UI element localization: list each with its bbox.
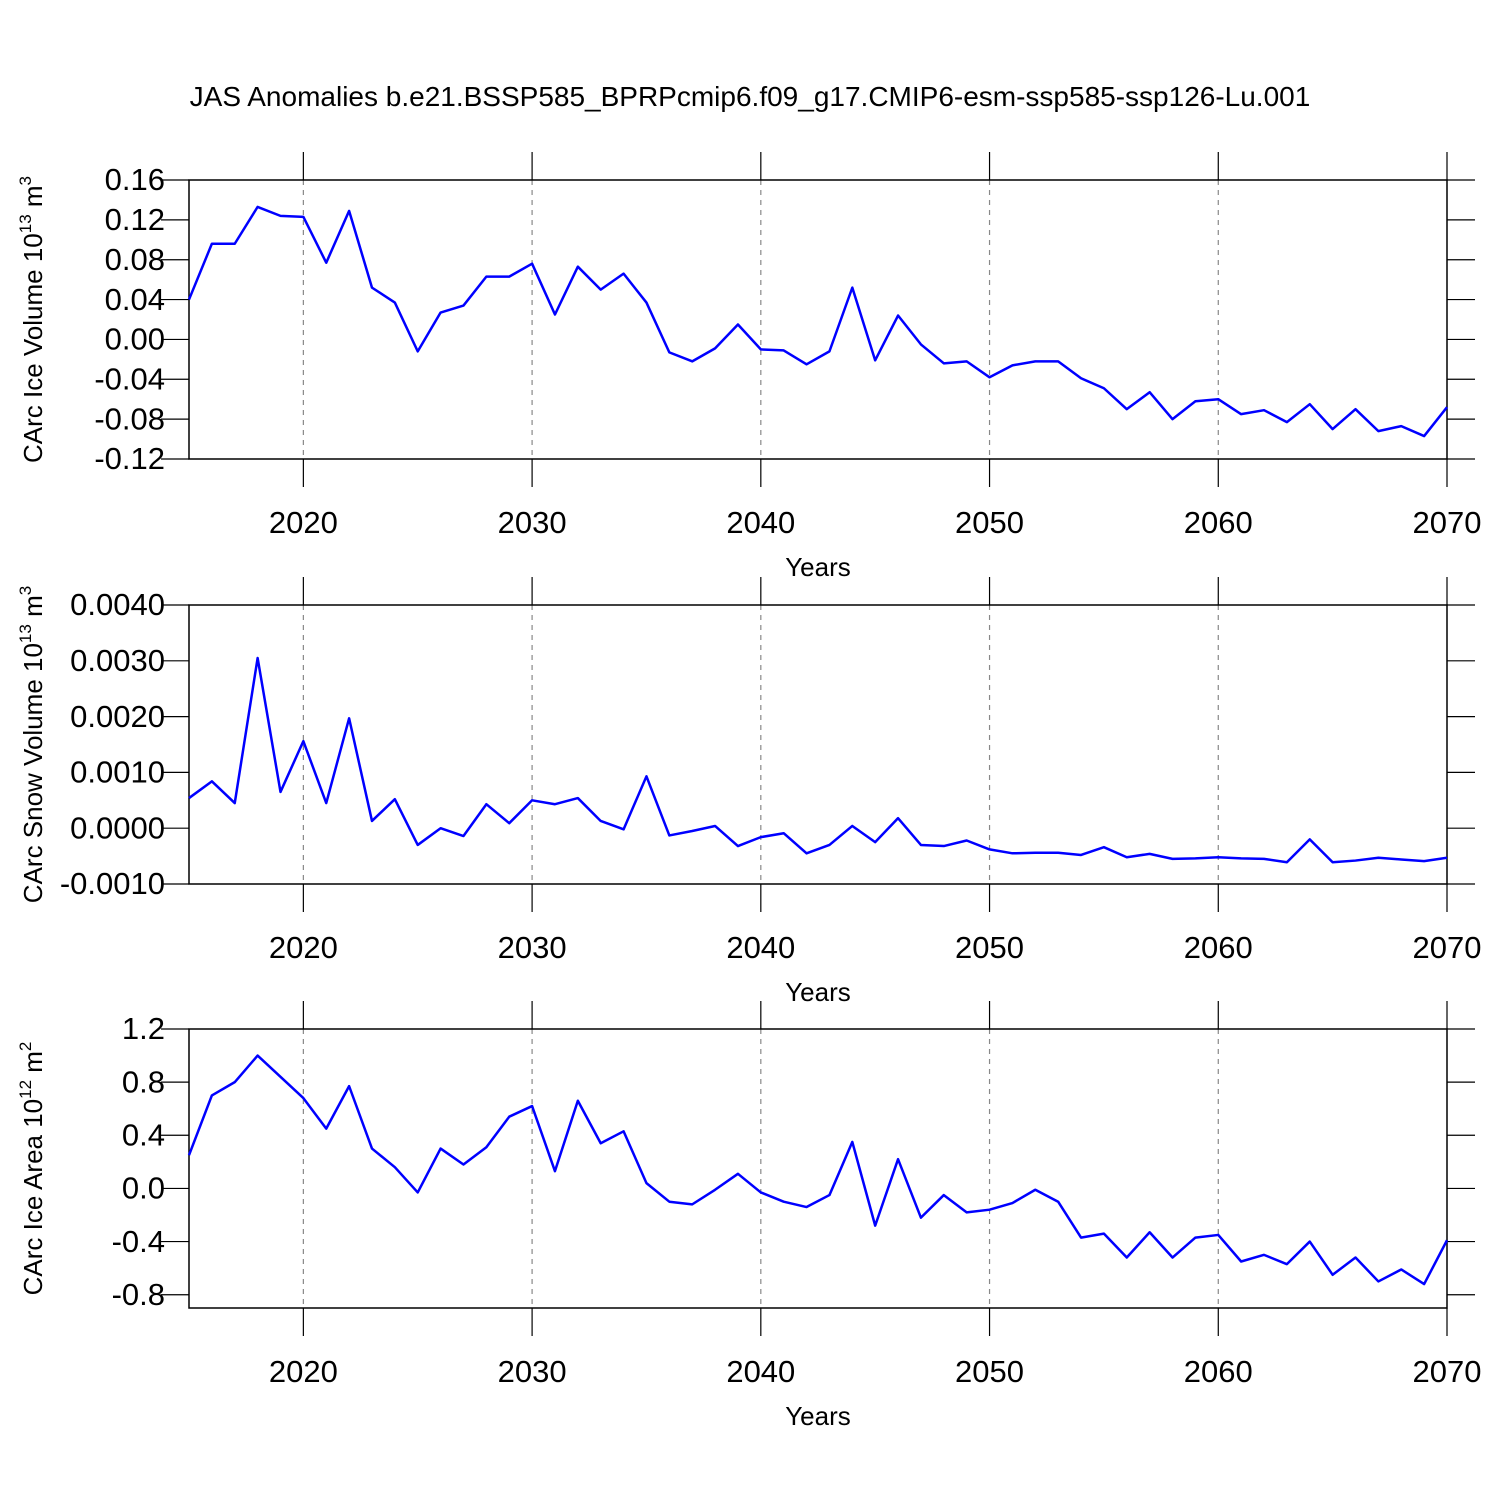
- y-axis-label-exponent: 3: [16, 176, 35, 185]
- x-axis-label: Years: [785, 1401, 851, 1431]
- y-axis-label-exponent: 3: [16, 586, 35, 595]
- chart-title: JAS Anomalies b.e21.BSSP585_BPRPcmip6.f0…: [190, 81, 1311, 112]
- y-tick-label: 0.0000: [70, 810, 165, 845]
- y-axis-label-exponent: 12: [16, 1080, 35, 1099]
- y-tick-label: 0.04: [105, 282, 165, 317]
- y-tick-label: 0.16: [105, 162, 165, 197]
- y-axis-label-part: CArc Ice Area 10: [18, 1099, 48, 1296]
- y-tick-label: 1.2: [122, 1011, 165, 1046]
- y-axis-label-part: m: [18, 1051, 48, 1080]
- y-axis-label: CArc Ice Volume 1013 m3: [16, 176, 48, 463]
- y-axis-label-exponent: 2: [16, 1042, 35, 1051]
- x-tick-label: 2050: [955, 1354, 1024, 1389]
- x-tick-label: 2050: [955, 930, 1024, 965]
- y-tick-label: 0.0: [122, 1171, 165, 1206]
- x-tick-label: 2070: [1413, 505, 1482, 540]
- data-line: [187, 205, 1448, 438]
- y-tick-label: -0.08: [94, 401, 165, 436]
- plot-frame: [188, 604, 1448, 885]
- data-line: [187, 1054, 1449, 1286]
- data-line: [188, 656, 1448, 864]
- y-axis-label-exponent: 13: [16, 624, 35, 643]
- x-axis-label: Years: [785, 552, 851, 582]
- x-tick-label: 2020: [269, 1354, 338, 1389]
- y-axis-label-exponent: 13: [16, 214, 35, 233]
- x-tick-label: 2040: [726, 1354, 795, 1389]
- x-tick-label: 2070: [1413, 1354, 1482, 1389]
- y-tick-label: 0.0040: [70, 587, 165, 622]
- x-tick-label: 2060: [1184, 930, 1253, 965]
- y-tick-label: 0.8: [122, 1064, 165, 1099]
- x-tick-label: 2070: [1413, 930, 1482, 965]
- x-tick-label: 2030: [498, 930, 567, 965]
- y-tick-label: 0.0030: [70, 643, 165, 678]
- y-tick-label: 0.00: [105, 322, 165, 357]
- plot-frame: [188, 1028, 1448, 1309]
- y-axis-label-part: CArc Snow Volume 10: [18, 643, 48, 903]
- y-tick-label: -0.0010: [60, 866, 165, 901]
- y-axis-label-part: CArc Ice Volume 10: [18, 233, 48, 463]
- y-tick-label: -0.04: [94, 361, 165, 396]
- x-tick-label: 2040: [726, 505, 795, 540]
- plot-frame: [188, 179, 1448, 460]
- y-axis-label: CArc Snow Volume 1013 m3: [16, 586, 48, 903]
- x-tick-label: 2050: [955, 505, 1024, 540]
- y-axis-label: CArc Ice Area 1012 m2: [16, 1042, 48, 1296]
- y-tick-label: -0.12: [94, 441, 165, 476]
- y-tick-label: -0.8: [112, 1277, 165, 1312]
- y-tick-label: -0.4: [112, 1224, 165, 1259]
- y-tick-label: 0.12: [105, 202, 165, 237]
- x-tick-label: 2030: [498, 505, 567, 540]
- x-tick-label: 2020: [269, 505, 338, 540]
- y-axis-label-part: m: [18, 185, 48, 214]
- x-tick-label: 2060: [1184, 505, 1253, 540]
- y-tick-label: 0.0010: [70, 755, 165, 790]
- x-tick-label: 2020: [269, 930, 338, 965]
- y-axis-label-part: m: [18, 595, 48, 624]
- x-tick-label: 2030: [498, 1354, 567, 1389]
- y-tick-label: 0.0020: [70, 699, 165, 734]
- y-tick-label: 0.4: [122, 1117, 165, 1152]
- x-axis-label: Years: [785, 977, 851, 1007]
- y-tick-label: 0.08: [105, 242, 165, 277]
- x-tick-label: 2040: [726, 930, 795, 965]
- x-tick-label: 2060: [1184, 1354, 1253, 1389]
